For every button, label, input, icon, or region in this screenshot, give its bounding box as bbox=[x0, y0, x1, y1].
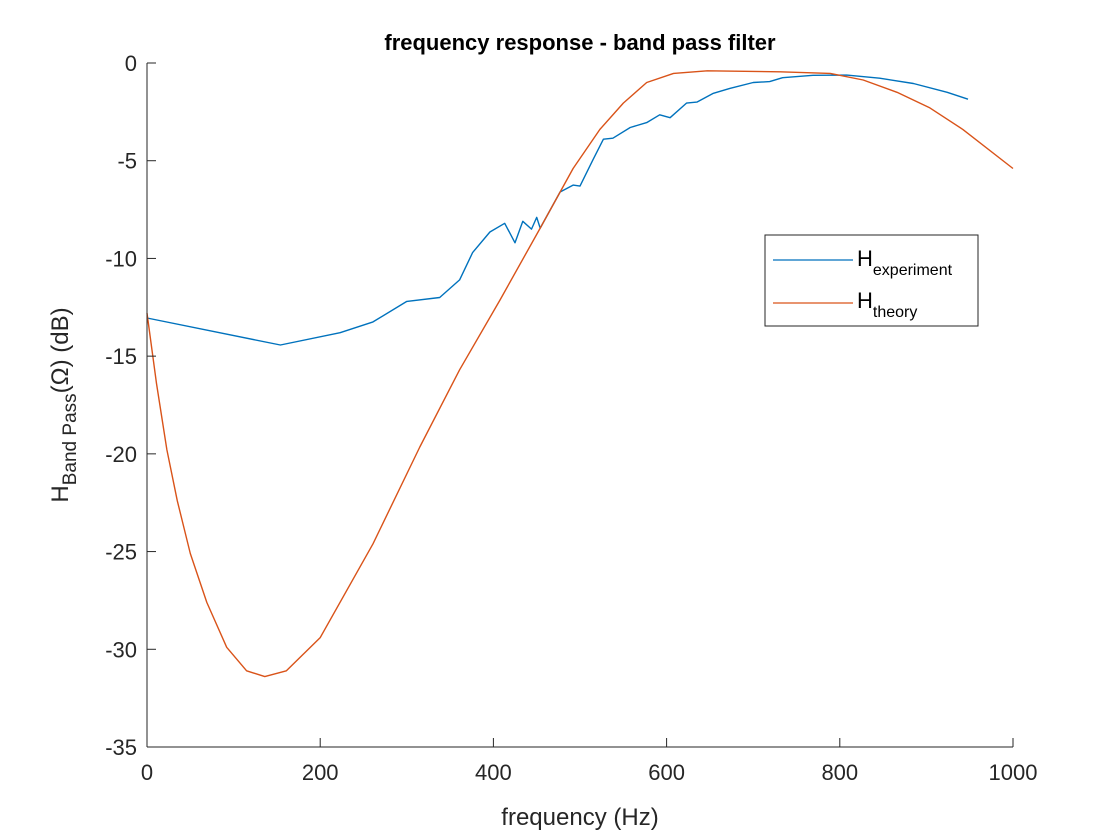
legend-box bbox=[764, 234, 979, 327]
x-tick-label: 0 bbox=[141, 760, 153, 785]
x-tick-label: 600 bbox=[648, 760, 685, 785]
y-tick-label: -30 bbox=[105, 637, 137, 662]
y-axis-label: HBand Pass(Ω) (dB) bbox=[47, 307, 81, 502]
x-axis-label: frequency (Hz) bbox=[501, 804, 658, 831]
y-tick-label: -10 bbox=[105, 246, 137, 271]
series-layer bbox=[146, 70, 1014, 678]
chart-title: frequency response - band pass filter bbox=[384, 30, 776, 55]
y-tick-label: -15 bbox=[105, 344, 137, 369]
legend[interactable]: Hexperiment Htheory bbox=[764, 234, 979, 327]
series-line-experiment bbox=[146, 74, 969, 346]
legend-label-experiment: Hexperiment bbox=[857, 246, 953, 279]
y-tick-label: -35 bbox=[105, 735, 137, 760]
legend-label-theory: Htheory bbox=[857, 288, 917, 321]
x-tick-label: 200 bbox=[302, 760, 339, 785]
y-tick-label: 0 bbox=[125, 51, 137, 76]
x-tick-label: 800 bbox=[821, 760, 858, 785]
axes: 0 200 400 600 800 1000 0 -5 -10 -15 -20 -25 -30 -35 bbox=[105, 51, 1037, 785]
x-tick-label: 400 bbox=[475, 760, 512, 785]
series-line-theory bbox=[146, 70, 1014, 678]
y-tick-label: -5 bbox=[117, 149, 137, 174]
x-tick-label: 1000 bbox=[989, 760, 1038, 785]
y-tick-label: -25 bbox=[105, 540, 137, 565]
y-tick-label: -20 bbox=[105, 442, 137, 467]
